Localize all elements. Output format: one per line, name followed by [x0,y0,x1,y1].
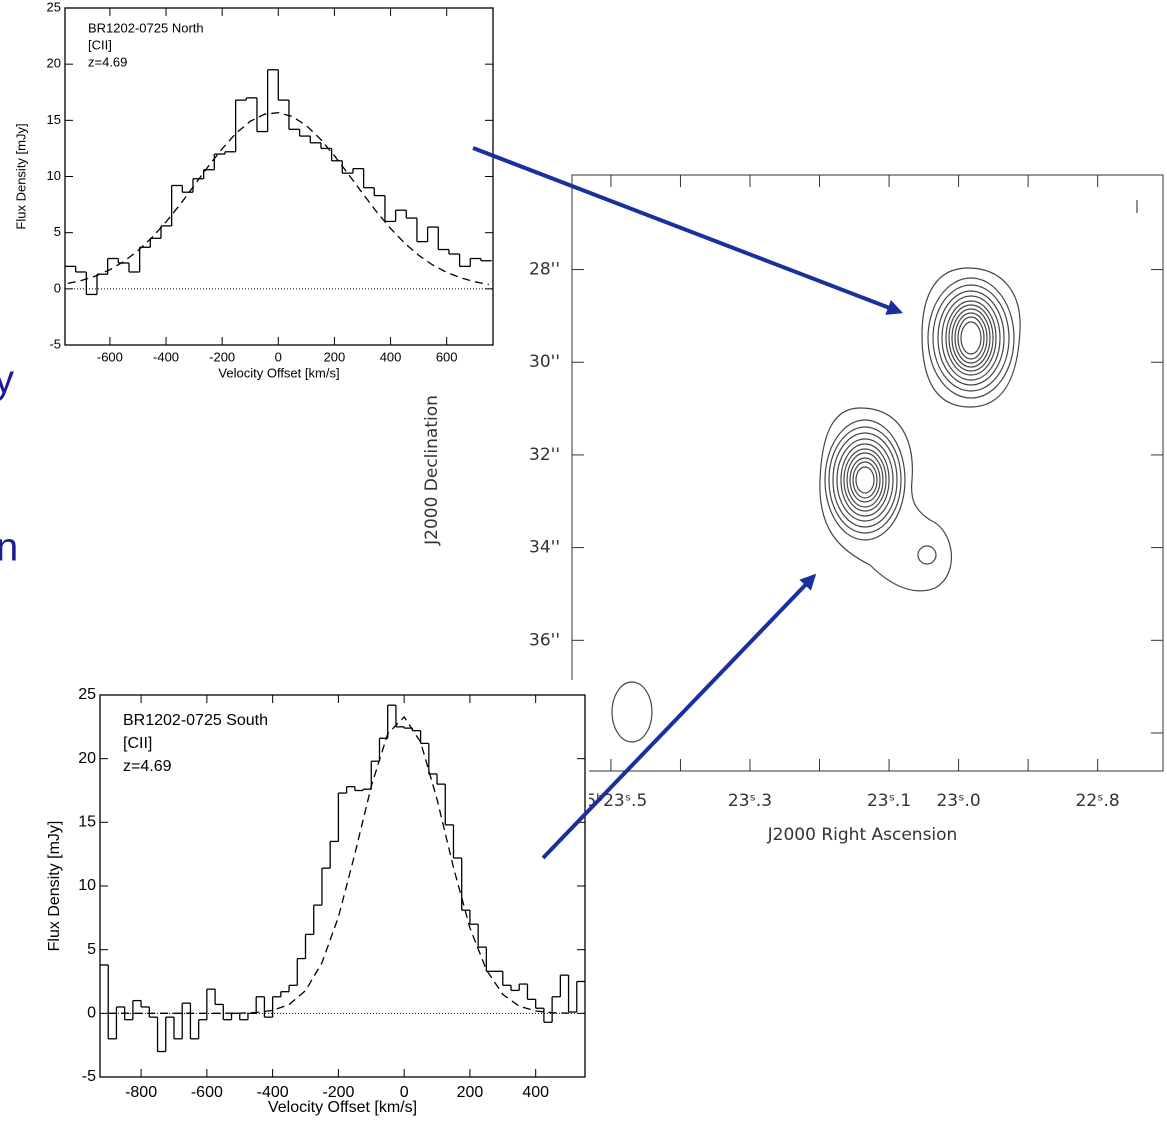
x-tick-label: -600 [97,349,123,364]
annotation: z=4.69 [88,54,127,69]
y-tick-label: 34'' [529,538,560,558]
y-tick-label: 25 [47,0,61,14]
text-fragment: n [0,526,18,570]
annotation: [CII] [123,735,152,752]
panel-background [0,680,589,1126]
annotation: BR1202-0725 South [123,712,268,729]
y-tick-label: 10 [78,877,96,894]
x-tick-label: -800 [125,1084,157,1101]
x-axis-label: J2000 Right Ascension [767,825,958,845]
y-tick-label: 36'' [529,630,560,650]
y-tick-label: 5 [87,941,96,958]
x-tick-label: 400 [380,349,402,364]
x-axis-label: Velocity Offset [km/s] [268,1099,417,1116]
y-tick-label: 15 [47,112,61,127]
x-tick-label: 200 [324,349,346,364]
annotation: z=4.69 [123,758,172,775]
x-tick-label: 23ˢ.3 [728,791,772,811]
x-tick-label: 600 [436,349,458,364]
y-tick-label: 20 [47,56,61,71]
map-frame [572,175,1163,771]
x-tick-label: -200 [209,349,235,364]
x-tick-label: -600 [191,1084,223,1101]
arrow [473,148,900,312]
y-tick-label: -5 [49,336,61,351]
x-tick-label: 0 [275,349,282,364]
x-tick-label: 22ˢ.8 [1076,791,1120,811]
text-fragment: y [0,358,14,402]
y-tick-label: 30'' [529,352,560,372]
y-tick-label: 28'' [529,260,560,280]
y-tick-label: 20 [78,750,96,767]
y-axis-label: Flux Density [mJy] [46,821,63,952]
fit-line [68,113,489,285]
figure: y n 28''30''32''34''36''05ʰ23ˢ.523ˢ.323ˢ… [0,0,1167,1126]
y-axis-label: Flux Density [mJy] [13,123,28,229]
y-tick-label: -5 [82,1068,96,1085]
y-tick-label: 0 [87,1005,96,1022]
annotation: BR1202-0725 North [88,20,204,35]
x-tick-label: 400 [522,1084,549,1101]
x-axis-label: Velocity Offset [km/s] [218,365,339,380]
y-tick-label: 25 [78,686,96,703]
y-tick-label: 10 [47,168,61,183]
y-tick-label: 32'' [529,445,560,465]
y-tick-label: 0 [54,280,61,295]
north-spectrum: -5 0 5 10 15 20 25 -600 -400 -200 0 200 400 600 Veloci… [13,0,493,380]
contours [612,200,1137,742]
y-axis-label: J2000 Declination [422,395,442,546]
x-tick-label: -400 [153,349,179,364]
x-tick-label: 23ˢ.1 [867,791,911,811]
annotation: [CII] [88,37,112,52]
plot-frame [65,8,493,345]
y-tick-label: 15 [78,814,96,831]
x-tick-label: 200 [457,1084,484,1101]
x-tick-label: 23ˢ.0 [936,791,980,811]
y-tick-label: 5 [54,224,61,239]
